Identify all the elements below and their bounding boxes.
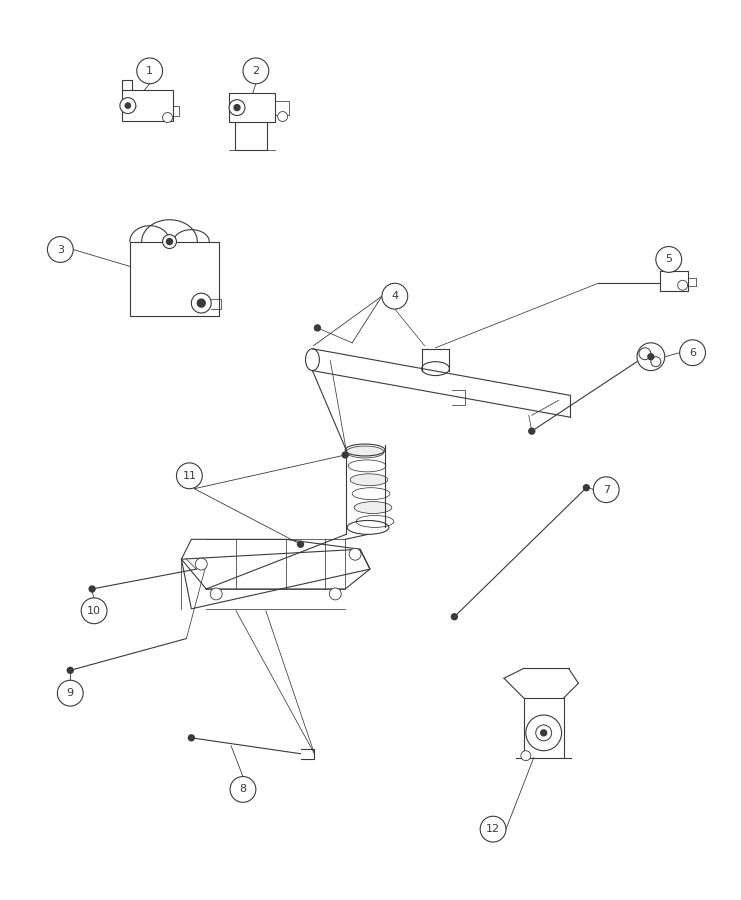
Text: 1: 1 <box>146 66 153 76</box>
Text: 7: 7 <box>602 485 610 495</box>
Circle shape <box>278 112 288 122</box>
Circle shape <box>197 299 205 307</box>
Circle shape <box>342 452 348 458</box>
Circle shape <box>536 724 551 741</box>
Circle shape <box>124 103 131 109</box>
Ellipse shape <box>350 473 388 486</box>
Circle shape <box>234 104 240 111</box>
Circle shape <box>529 428 535 434</box>
Text: 5: 5 <box>665 255 672 265</box>
Circle shape <box>229 100 245 115</box>
Text: 3: 3 <box>57 245 64 255</box>
Circle shape <box>137 58 162 84</box>
Circle shape <box>679 340 705 365</box>
Circle shape <box>230 777 256 802</box>
Circle shape <box>82 598 107 624</box>
Circle shape <box>314 325 320 331</box>
Circle shape <box>583 485 589 490</box>
Circle shape <box>329 588 341 600</box>
Circle shape <box>480 816 506 842</box>
Circle shape <box>162 235 176 248</box>
Circle shape <box>637 343 665 371</box>
Circle shape <box>349 548 361 560</box>
Circle shape <box>162 112 173 122</box>
Text: 12: 12 <box>486 824 500 834</box>
Text: 6: 6 <box>689 347 696 357</box>
Circle shape <box>678 280 688 290</box>
Circle shape <box>521 751 531 760</box>
Circle shape <box>451 614 457 620</box>
Text: 10: 10 <box>87 606 101 616</box>
Circle shape <box>243 58 269 84</box>
Circle shape <box>651 356 661 366</box>
Circle shape <box>67 668 73 673</box>
Circle shape <box>594 477 619 502</box>
Circle shape <box>526 715 562 751</box>
Circle shape <box>167 238 173 245</box>
Circle shape <box>541 730 547 736</box>
Circle shape <box>191 293 211 313</box>
Text: 4: 4 <box>391 292 399 302</box>
Text: 8: 8 <box>239 785 247 795</box>
Circle shape <box>188 734 194 741</box>
Circle shape <box>656 247 682 273</box>
Circle shape <box>57 680 83 706</box>
Text: 11: 11 <box>182 471 196 481</box>
Circle shape <box>382 284 408 309</box>
Circle shape <box>639 347 651 360</box>
Circle shape <box>176 463 202 489</box>
Circle shape <box>89 586 95 592</box>
Circle shape <box>120 98 136 113</box>
Circle shape <box>648 354 654 360</box>
Text: 2: 2 <box>252 66 259 76</box>
Circle shape <box>210 588 222 600</box>
Text: 9: 9 <box>67 688 74 698</box>
Ellipse shape <box>354 501 392 514</box>
Circle shape <box>47 237 73 263</box>
Circle shape <box>298 541 304 547</box>
Circle shape <box>196 558 207 570</box>
Ellipse shape <box>346 446 384 458</box>
